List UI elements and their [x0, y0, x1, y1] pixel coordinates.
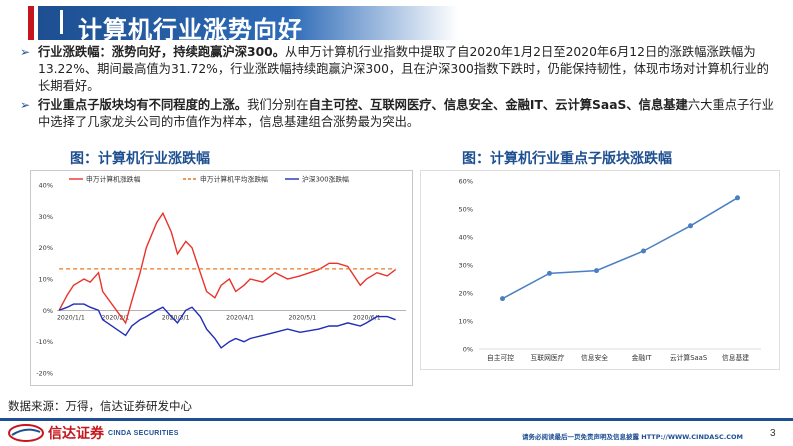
bullet-item-industry: ➢ 行业涨跌幅：涨势向好，持续跑赢沪深300。从申万计算机行业指数中提取了自20…: [18, 44, 778, 95]
left-chart-title: 图：计算机行业涨跌幅: [70, 151, 210, 167]
y-tick-label: 50%: [459, 206, 473, 214]
y-tick-label: 30%: [459, 262, 473, 270]
data-source-note: 数据来源：万得，信达证券研发中心: [8, 399, 192, 413]
y-tick-label: 10%: [39, 276, 53, 284]
legend-label: 申万计算机平均涨跌幅: [200, 175, 268, 184]
industry-return-chart: 40% 30% 20% 10% 0% -10% -20% 2020/1/1 2020/2/1 20…: [36, 175, 406, 378]
x-category-label: 云计算SaaS: [670, 353, 707, 362]
y-tick-label: 40%: [39, 182, 53, 190]
bullet-body: 我们分别在: [247, 98, 309, 112]
data-point: [594, 268, 599, 274]
y-tick-label: 0%: [463, 346, 473, 354]
series-line-2: [58, 303, 396, 349]
page-title: 计算机行业涨势向好: [78, 16, 303, 44]
x-tick-label: 2020/1/1: [57, 314, 85, 321]
series-line: [502, 197, 738, 300]
logo-text: 信达证券: [48, 426, 104, 442]
y-tick-label: 20%: [459, 290, 473, 298]
data-point: [735, 195, 740, 201]
bullet-list: ➢ 行业涨跌幅：涨势向好，持续跑赢沪深300。从申万计算机行业指数中提取了自20…: [18, 44, 778, 133]
y-tick-label: 60%: [459, 178, 473, 186]
bullet-body-tail: 六大重点子行业中选择了几家龙头公司的市值作为样本，信息基建组合涨势最为突出。: [38, 98, 774, 129]
bullet-item-subsector: ➢ 行业重点子版块均有不同程度的上涨。我们分别在自主可控、互联网医疗、信息安全、…: [18, 97, 778, 131]
legend-label: 申万计算机涨跌幅: [86, 175, 141, 184]
page-number: 3: [770, 428, 776, 439]
bullet-subsectors: 自主可控、互联网医疗、信息安全、金融IT、云计算SaaS、信息基建: [308, 98, 688, 112]
data-point: [688, 223, 693, 229]
data-point: [500, 296, 505, 302]
right-chart-panel: 0% 10% 20% 30% 40% 50% 60% 自主可控 互联网医疗 信息安全 金融IT 云计算…: [420, 170, 780, 370]
y-tick-label: 40%: [459, 234, 473, 242]
x-category-label: 信息安全: [581, 353, 608, 362]
x-tick-label: 2020/3/1: [162, 314, 190, 321]
logo-subtitle: CINDA SECURITIES: [108, 429, 179, 437]
x-tick-label: 2020/4/1: [226, 314, 254, 321]
y-tick-label: 30%: [39, 213, 53, 221]
bullet-heading: 行业涨跌幅：涨势向好，持续跑赢沪深300。: [38, 45, 286, 59]
brand-logo: 信达证券 CINDA SECURITIES: [8, 423, 179, 443]
title-corner-mark: [60, 10, 72, 34]
cinda-logo-icon: [8, 424, 44, 442]
x-category-label: 互联网医疗: [531, 353, 565, 362]
series-line-0: [58, 211, 397, 325]
data-point: [547, 270, 552, 276]
legend-label: 沪深300涨跌幅: [302, 175, 349, 184]
x-category-label: 自主可控: [487, 353, 514, 362]
bullet-body: 从申万计算机行业指数中提取了自2020年1月2日至2020年6月12日的涨跌幅涨…: [38, 45, 769, 93]
x-tick-label: 2020/2/1: [102, 314, 130, 321]
x-category-label: 信息基建: [722, 353, 749, 362]
x-tick-label: 2020/5/1: [288, 314, 316, 321]
y-tick-label: 0%: [43, 307, 53, 315]
bullet-heading: 行业重点子版块均有不同程度的上涨。: [38, 98, 248, 112]
footer-divider: [0, 418, 793, 421]
y-tick-label: 20%: [39, 244, 53, 252]
data-point: [641, 248, 646, 254]
title-banner: [38, 6, 458, 40]
disclaimer-link[interactable]: 请务必阅读最后一页免责声明及信息披露 HTTP://WWW.CINDASC.CO…: [522, 433, 744, 441]
y-tick-label: -10%: [36, 338, 53, 346]
x-tick-label: 2020/6/1: [353, 314, 381, 321]
right-chart-title: 图：计算机行业重点子版块涨跌幅: [462, 151, 672, 167]
y-tick-label: 10%: [459, 318, 473, 326]
left-chart-panel: 40% 30% 20% 10% 0% -10% -20% 2020/1/1 2020/2/1 20…: [30, 170, 413, 386]
subsector-return-chart: 0% 10% 20% 30% 40% 50% 60% 自主可控 互联网医疗 信息安全 金融IT 云计算…: [459, 178, 761, 362]
arrow-bullet-icon: ➢: [20, 98, 31, 112]
title-accent-bar: [28, 6, 34, 40]
y-tick-label: -20%: [36, 370, 53, 378]
x-category-label: 金融IT: [632, 353, 653, 362]
arrow-bullet-icon: ➢: [20, 45, 31, 59]
